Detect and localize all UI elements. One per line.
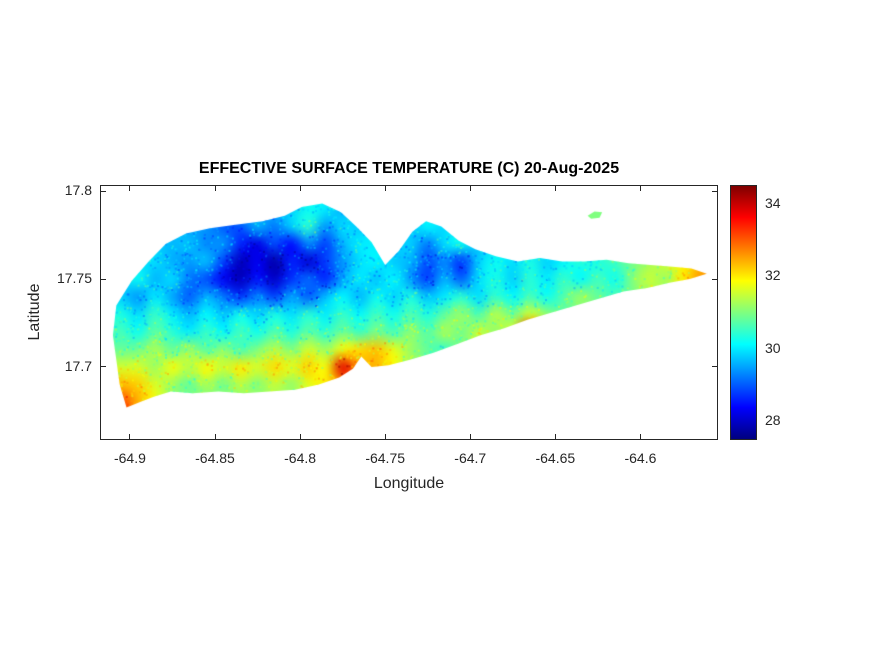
y-tick-mark	[712, 366, 717, 368]
x-tick-label: -64.85	[195, 450, 235, 466]
x-tick-mark	[129, 186, 131, 191]
y-tick-mark	[101, 190, 106, 192]
x-tick-mark	[554, 434, 556, 439]
x-tick-label: -64.9	[113, 450, 146, 466]
y-tick-mark	[712, 190, 717, 192]
y-tick-label: 17.8	[64, 182, 92, 199]
x-tick-label: -64.8	[284, 450, 317, 466]
x-tick-label: -64.7	[454, 450, 487, 466]
y-tick-mark	[101, 278, 106, 280]
colorbar-tick-label: 30	[765, 339, 781, 356]
x-tick-mark	[214, 186, 216, 191]
x-axis-label: Longitude	[373, 475, 445, 492]
x-tick-label: -64.65	[535, 450, 576, 466]
colorbar-tick-label: 28	[765, 411, 781, 428]
x-tick-mark	[469, 186, 471, 191]
x-tick-mark	[299, 434, 301, 439]
x-tick-mark	[469, 434, 471, 439]
plot-area	[100, 185, 718, 440]
colorbar	[730, 185, 757, 440]
x-tick-label: -64.75	[365, 450, 406, 466]
x-tick-mark	[639, 434, 641, 439]
x-tick-label: -64.6	[624, 450, 657, 466]
chart-title: EFFECTIVE SURFACE TEMPERATURE (C) 20-Aug…	[198, 160, 620, 177]
x-tick-mark	[384, 186, 386, 191]
x-tick-mark	[214, 434, 216, 439]
y-tick-label: 17.75	[56, 270, 92, 287]
x-tick-mark	[554, 186, 556, 191]
x-tick-mark	[384, 434, 386, 439]
colorbar-tick-label: 32	[765, 267, 781, 284]
y-tick-mark	[101, 366, 106, 368]
temperature-heatmap-canvas	[101, 186, 717, 439]
y-tick-mark	[712, 278, 717, 280]
x-tick-mark	[299, 186, 301, 191]
x-tick-mark	[639, 186, 641, 191]
x-tick-mark	[129, 434, 131, 439]
colorbar-tick-label: 34	[765, 195, 781, 212]
y-tick-label: 17.7	[64, 357, 92, 374]
